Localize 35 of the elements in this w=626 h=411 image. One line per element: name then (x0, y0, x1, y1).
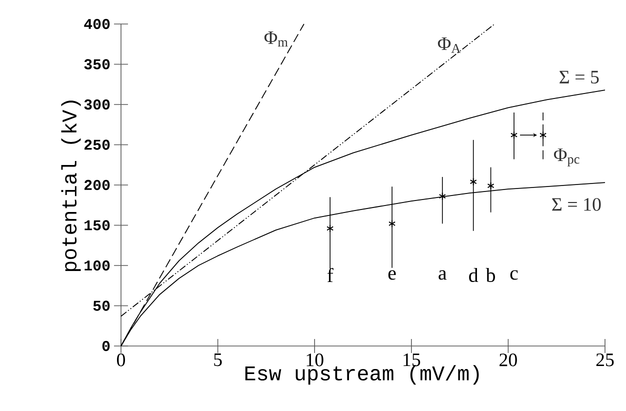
x-tick-label: 25 (596, 354, 614, 366)
x-tick-label: 0 (116, 354, 125, 366)
annotation: b (486, 268, 495, 282)
point (438, 192, 446, 200)
annotation: a (438, 270, 447, 280)
y-tick-label: 0 (102, 340, 110, 352)
point (470, 178, 477, 186)
x-tick-label: 5 (214, 354, 222, 366)
point (487, 182, 494, 190)
series-label: Σ = 10 (552, 198, 601, 211)
annotation: c (510, 270, 518, 280)
y-tick-label: 350 (84, 59, 110, 70)
y-tick-label: 250 (84, 140, 110, 150)
point (326, 224, 334, 232)
y-tick-label: 300 (84, 99, 110, 110)
point (388, 220, 396, 228)
x-tick-label: 10 (306, 354, 324, 366)
text: Φ$_{pc}$ (554, 148, 580, 166)
y-axis-title: potential (kV) (61, 100, 81, 272)
series-label: Φ$_{A}$ (438, 37, 461, 53)
x-axis-title: Esw upstream (mV/m) (245, 365, 479, 385)
series-label: Σ = 5 (560, 70, 599, 84)
y-tick-label: 400 (84, 18, 110, 30)
series-label: Φ$_{m}$ (264, 32, 288, 46)
x-tick-label: 20 (500, 354, 517, 366)
annotation: e (388, 270, 396, 280)
annotation: d (469, 268, 478, 282)
annotation: f (327, 268, 334, 282)
point (540, 131, 547, 140)
point (510, 131, 518, 140)
x-tick-label: 15 (404, 354, 420, 366)
y-tick-label: 50 (93, 300, 110, 311)
y-tick-label: 200 (84, 180, 110, 190)
y-tick-label: 150 (84, 220, 110, 230)
y-tick-label: 100 (84, 260, 110, 271)
